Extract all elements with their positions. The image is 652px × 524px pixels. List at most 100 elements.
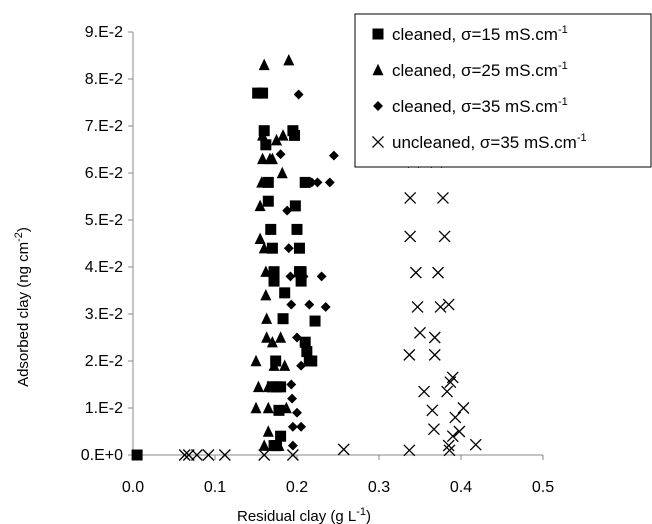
y-tick-label: 2.E-2	[85, 353, 123, 370]
y-tick-label: 9.E-2	[85, 24, 123, 41]
data-point	[324, 177, 335, 188]
legend-box	[354, 13, 652, 168]
data-point	[457, 402, 470, 414]
data-point	[250, 354, 262, 367]
series-triangle	[250, 53, 295, 451]
data-point	[301, 346, 313, 358]
data-point	[258, 439, 270, 451]
data-point	[283, 243, 294, 254]
data-point	[258, 125, 270, 137]
data-point	[277, 129, 289, 141]
tick-labels: 0.E+0 1.E-2 2.E-2 3.E-2 4.E-2 5.E-2 6.E-2 7.E-2…	[81, 24, 554, 496]
data-point	[443, 444, 456, 457]
data-point	[337, 443, 350, 456]
data-point	[218, 449, 231, 461]
data-point	[291, 223, 303, 235]
data-point	[304, 299, 315, 310]
y-tick-label: 5.E-2	[85, 212, 123, 229]
series-x	[178, 156, 482, 461]
data-point	[178, 449, 191, 461]
data-point	[286, 449, 299, 461]
data-point	[285, 271, 296, 282]
data-point	[442, 298, 455, 311]
y-tick-label: 0.E+0	[81, 447, 123, 464]
data-points	[131, 53, 482, 461]
data-point	[262, 425, 274, 437]
y-tick-label: 7.E-2	[85, 118, 123, 135]
data-point	[261, 312, 273, 324]
data-point	[268, 275, 280, 287]
data-point	[312, 177, 323, 188]
data-point	[403, 348, 416, 361]
legend-label: uncleaned, σ=35 mS.cm-1	[392, 132, 587, 152]
data-point	[258, 241, 270, 254]
data-point	[295, 275, 307, 287]
data-point	[289, 129, 301, 141]
data-point	[469, 438, 482, 451]
y-axis-title: Adsorbed clay (ng cm-2)	[13, 227, 32, 387]
data-point	[268, 359, 280, 371]
legend-marker-x	[372, 136, 384, 148]
y-tick-label: 4.E-2	[85, 259, 123, 276]
data-point	[432, 266, 444, 279]
series-diamond	[275, 89, 339, 451]
data-point	[442, 439, 455, 452]
x-tick-label: 0.5	[532, 479, 554, 496]
data-point	[287, 440, 298, 451]
data-point	[270, 355, 282, 367]
data-point	[280, 401, 292, 414]
data-point	[279, 287, 291, 299]
data-point	[404, 230, 417, 243]
data-point	[260, 265, 272, 277]
data-point	[411, 300, 424, 313]
data-point	[292, 407, 302, 418]
data-point	[286, 299, 297, 310]
data-point	[296, 360, 307, 371]
data-point	[257, 152, 269, 165]
y-tick-label: 3.E-2	[85, 306, 123, 323]
data-point	[298, 271, 309, 282]
data-point	[287, 421, 298, 432]
legend-marker-triangle	[372, 63, 384, 76]
data-point	[271, 133, 282, 146]
data-point	[316, 271, 327, 282]
data-point	[252, 380, 264, 393]
data-point	[257, 129, 269, 141]
data-point	[409, 266, 422, 279]
data-point	[261, 331, 273, 343]
data-point	[266, 381, 278, 393]
data-point	[191, 449, 203, 461]
data-point	[428, 348, 441, 361]
data-point	[262, 195, 274, 207]
data-point	[320, 302, 331, 312]
data-point	[254, 199, 266, 212]
legend-label: cleaned, σ=25 mS.cm-1	[392, 60, 568, 80]
legend: cleaned, σ=15 mS.cm-1 cleaned, σ=25 mS.cm…	[354, 13, 652, 168]
data-point	[282, 205, 293, 216]
data-point	[296, 421, 307, 432]
data-point	[268, 266, 280, 278]
data-point	[258, 449, 271, 461]
data-point	[202, 449, 215, 461]
data-point	[260, 139, 272, 151]
data-point	[266, 152, 278, 165]
data-point	[275, 331, 287, 343]
data-point	[446, 371, 459, 384]
data-point	[404, 191, 417, 204]
data-point	[286, 379, 297, 390]
legend-marker-diamond	[373, 101, 383, 111]
data-point	[266, 242, 278, 254]
y-tick-label: 1.E-2	[85, 400, 123, 417]
y-tick-label: 8.E-2	[85, 71, 123, 88]
data-point	[256, 176, 268, 188]
data-point	[273, 404, 285, 416]
data-point	[453, 425, 466, 438]
legend-label: cleaned, σ=15 mS.cm-1	[392, 24, 568, 44]
data-point	[273, 439, 285, 451]
data-point	[299, 176, 311, 188]
data-point	[275, 381, 287, 393]
data-point	[403, 444, 416, 457]
data-point	[131, 449, 143, 461]
data-point	[414, 326, 426, 339]
